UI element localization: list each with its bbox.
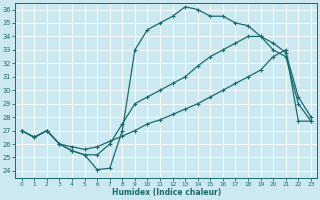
X-axis label: Humidex (Indice chaleur): Humidex (Indice chaleur): [112, 188, 221, 197]
